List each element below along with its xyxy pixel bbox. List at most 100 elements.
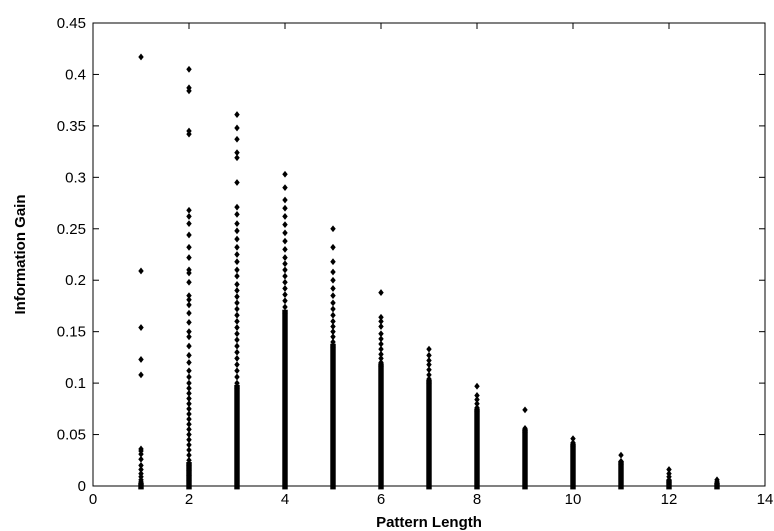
data-point xyxy=(618,460,624,468)
data-point xyxy=(378,345,384,353)
data-point xyxy=(474,382,480,390)
data-point xyxy=(282,196,288,204)
data-point xyxy=(186,446,192,454)
data-point xyxy=(330,243,336,251)
y-tick-label: 0.2 xyxy=(65,272,86,289)
data-point xyxy=(186,278,192,286)
data-point xyxy=(426,366,432,374)
data-point xyxy=(282,170,288,178)
data-point xyxy=(186,482,192,490)
data-point xyxy=(186,426,192,433)
data-point xyxy=(330,292,336,300)
data-point xyxy=(330,305,336,313)
data-point xyxy=(282,266,288,274)
data-point xyxy=(330,258,336,266)
data-point xyxy=(234,149,240,157)
data-point xyxy=(378,335,384,343)
y-tick-label: 0.1 xyxy=(65,375,86,392)
data-band xyxy=(570,443,576,490)
data-point xyxy=(234,299,240,307)
data-point xyxy=(234,384,240,392)
data-point xyxy=(138,371,144,379)
x-tick-label: 2 xyxy=(185,491,193,508)
y-axis-title: Information Gain xyxy=(12,195,29,315)
y-tick-label: 0.15 xyxy=(57,324,86,341)
y-tick-label: 0 xyxy=(78,478,86,495)
data-point xyxy=(138,324,144,331)
data-point xyxy=(234,280,240,288)
data-point xyxy=(186,359,192,366)
data-point xyxy=(282,221,288,229)
data-point xyxy=(426,351,432,359)
data-point xyxy=(282,303,288,311)
data-point xyxy=(234,124,240,132)
data-point xyxy=(138,482,144,490)
data-point xyxy=(330,285,336,292)
data-point xyxy=(186,213,192,220)
data-point xyxy=(426,375,432,383)
data-band xyxy=(234,384,240,490)
data-point xyxy=(378,323,384,330)
data-point xyxy=(234,243,240,251)
data-point xyxy=(234,111,240,118)
data-point xyxy=(234,317,240,325)
data-point xyxy=(234,293,240,301)
data-point xyxy=(234,336,240,344)
data-point xyxy=(234,287,240,294)
data-point xyxy=(378,340,384,348)
data-point xyxy=(330,328,336,336)
data-point xyxy=(186,351,192,359)
data-point xyxy=(186,328,192,336)
data-point xyxy=(378,363,384,371)
data-point xyxy=(234,379,240,387)
data-point xyxy=(186,309,192,317)
data-point xyxy=(666,479,672,487)
data-point xyxy=(186,462,192,469)
data-point xyxy=(186,472,192,480)
data-point xyxy=(234,272,240,280)
data-point xyxy=(234,305,240,313)
data-point xyxy=(186,206,192,214)
data-point xyxy=(138,450,144,458)
x-tick-label: 6 xyxy=(377,491,385,508)
data-point xyxy=(330,276,336,284)
data-point xyxy=(234,367,240,375)
data-point xyxy=(234,361,240,368)
data-point xyxy=(186,296,192,304)
data-point xyxy=(282,272,288,280)
data-point xyxy=(330,311,336,319)
data-point xyxy=(282,204,288,212)
data-point xyxy=(378,317,384,325)
data-point xyxy=(186,379,192,387)
data-point xyxy=(330,338,336,346)
data-point xyxy=(234,373,240,381)
data-point xyxy=(426,361,432,368)
data-point xyxy=(570,435,576,443)
data-point xyxy=(138,356,144,363)
data-point xyxy=(282,229,288,237)
y-axis: 0 0.05 0.1 0.15 0.2 0.25 0.3 0.35 0.4 0.45 xyxy=(57,15,765,495)
data-point xyxy=(186,342,192,350)
data-point xyxy=(618,451,624,459)
data-point xyxy=(186,420,192,428)
data-band xyxy=(330,343,336,490)
data-point xyxy=(186,436,192,444)
data-point xyxy=(186,415,192,423)
data-point xyxy=(186,400,192,408)
x-tick-label: 12 xyxy=(661,491,678,508)
x-tick-label: 14 xyxy=(757,491,774,508)
data-point xyxy=(186,384,192,392)
data-point xyxy=(234,154,240,162)
data-point xyxy=(186,292,192,300)
data-band xyxy=(618,460,624,490)
data-point xyxy=(474,396,480,403)
data-point xyxy=(282,297,288,305)
data-point xyxy=(186,467,192,474)
data-point xyxy=(666,466,672,473)
data-point xyxy=(234,330,240,338)
data-point xyxy=(186,254,192,261)
data-band xyxy=(426,379,432,490)
x-axis-title: Pattern Length xyxy=(376,514,482,531)
data-point xyxy=(186,373,192,381)
data-point xyxy=(330,225,336,233)
